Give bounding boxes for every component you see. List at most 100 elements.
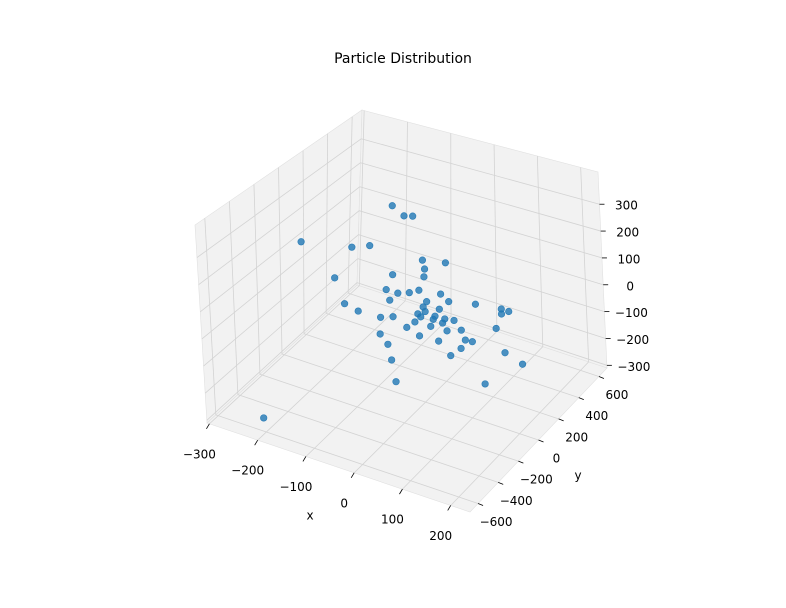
point: [420, 273, 428, 281]
point: [501, 349, 509, 357]
point: [394, 289, 402, 297]
point: [420, 265, 429, 273]
point: [445, 298, 453, 306]
point: [518, 360, 527, 368]
point: [384, 340, 392, 348]
z-tick-label: −100: [615, 306, 648, 320]
grid-line: [359, 186, 603, 259]
point: [415, 286, 423, 294]
point: [419, 303, 427, 311]
grid-line: [361, 138, 600, 205]
grid-line: [358, 234, 605, 312]
y-tick-label: 600: [605, 388, 628, 402]
grid-line: [215, 414, 479, 504]
y-tick-label: 400: [585, 409, 608, 423]
grid-line: [200, 186, 361, 313]
grid-line: [536, 156, 544, 347]
point: [411, 318, 419, 326]
x-tick: [447, 505, 452, 511]
x-tick: [302, 456, 307, 462]
x-tick: [399, 488, 403, 495]
point: [386, 296, 394, 304]
z-tick-label: −200: [616, 333, 649, 347]
point: [447, 352, 455, 360]
point: [366, 242, 374, 250]
point: [376, 330, 384, 338]
chart-title: Particle Distribution: [334, 51, 472, 67]
point: [382, 286, 390, 294]
point: [354, 307, 362, 315]
grid-line: [348, 292, 600, 377]
point: [457, 326, 465, 334]
point: [497, 310, 506, 318]
grid-line: [281, 353, 539, 441]
y-tick: [518, 460, 524, 464]
x-tick-label: 200: [429, 529, 452, 543]
point: [461, 336, 469, 344]
z-tick-label: 300: [615, 199, 638, 213]
point: [435, 305, 443, 313]
grid-line: [204, 258, 359, 394]
point: [450, 316, 458, 325]
x-tick-label: −200: [231, 464, 264, 478]
point: [471, 300, 480, 308]
point: [423, 298, 431, 306]
grid-line: [206, 282, 358, 421]
point: [403, 323, 411, 331]
x-tick: [254, 439, 259, 446]
y-tick-label: −200: [520, 473, 553, 487]
grid-line: [196, 138, 362, 258]
point: [389, 313, 397, 321]
y-tick: [558, 418, 564, 422]
point: [437, 290, 445, 298]
y-tick-label: 0: [553, 452, 561, 466]
point: [409, 212, 417, 220]
point: [340, 300, 349, 308]
x-tick-label: −100: [279, 480, 312, 494]
y-tick-label: 200: [565, 430, 588, 444]
point: [505, 307, 513, 316]
y-tick-label: −600: [480, 515, 513, 529]
point: [392, 378, 400, 386]
y-tick: [578, 397, 584, 401]
point: [400, 212, 408, 220]
point: [435, 337, 443, 345]
point: [297, 238, 305, 246]
x-tick: [350, 472, 355, 479]
point: [414, 310, 422, 318]
point: [457, 344, 465, 353]
y-tick: [477, 503, 484, 506]
point: [429, 315, 437, 323]
point: [405, 289, 413, 297]
grid-line: [203, 234, 359, 367]
grid-line: [360, 162, 601, 232]
x-tick-label: −300: [183, 447, 216, 461]
point: [415, 332, 424, 340]
grid-line: [303, 333, 559, 420]
point: [331, 274, 339, 282]
point: [443, 327, 451, 335]
y-axis-label: y: [574, 469, 581, 483]
x-tick-label: 100: [381, 513, 404, 527]
y-tick: [498, 481, 504, 485]
point: [441, 259, 449, 267]
point: [260, 414, 268, 422]
grid-line: [357, 258, 606, 339]
z-tick-label: 200: [616, 226, 639, 240]
x-tick: [206, 423, 210, 430]
point: [492, 324, 500, 333]
y-tick: [538, 439, 544, 443]
grid-line: [237, 394, 499, 483]
point: [389, 271, 397, 279]
point: [388, 356, 396, 364]
x-axis-label: x: [306, 509, 313, 523]
grid-line: [493, 144, 498, 332]
grid-line: [201, 210, 360, 340]
z-tick-label: 100: [617, 252, 640, 266]
point: [481, 380, 489, 388]
y-tick: [598, 376, 605, 379]
point: [468, 338, 476, 346]
point: [388, 202, 396, 210]
point: [418, 256, 427, 264]
